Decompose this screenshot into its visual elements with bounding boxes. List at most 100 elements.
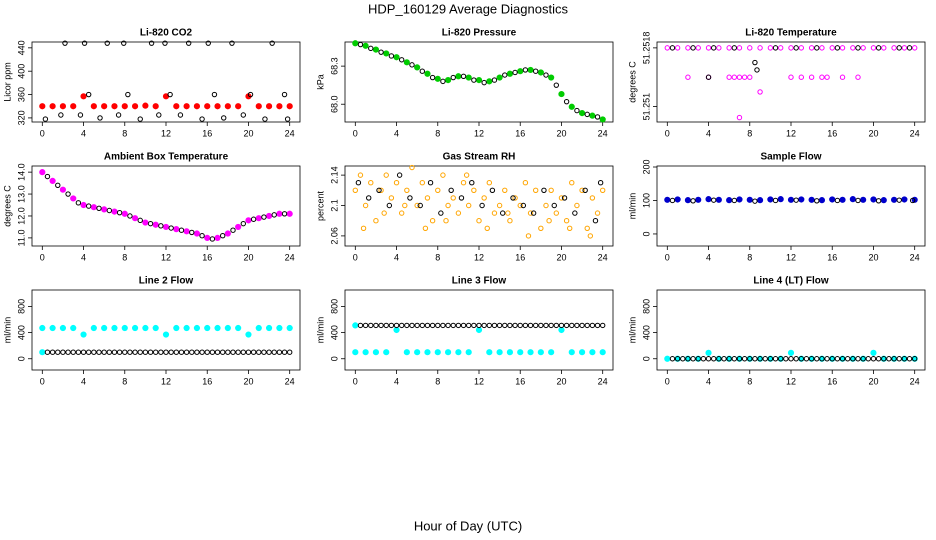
point [62,40,68,46]
plot-frame [656,289,926,371]
point [116,209,123,216]
point [378,49,384,55]
y-tick-label: 320 [16,110,26,125]
point [731,45,738,51]
point [383,322,389,329]
point [870,45,877,51]
point [563,98,570,105]
point [106,349,113,355]
x-tick-label: 12 [786,252,796,262]
point [517,202,523,209]
point [548,187,554,194]
point [512,195,518,201]
x-tick-label: 12 [786,128,796,138]
point [49,349,56,355]
plot-frame [31,289,301,371]
point [429,322,436,329]
point [906,45,913,51]
point [362,322,369,329]
point [414,349,421,356]
point [104,40,110,46]
plot-frame [656,41,926,123]
point [471,187,477,194]
point [185,40,192,46]
point [214,234,221,241]
point [819,74,825,80]
point [419,180,426,186]
y-tick-label: 360 [16,87,26,102]
point [669,356,676,362]
point [726,356,732,362]
y-tick-label: 0 [329,356,339,361]
x-tick-label: 20 [868,252,878,262]
point [584,322,590,329]
point [599,187,606,194]
point [204,234,211,241]
x-tick-label: 4 [394,252,399,262]
point [111,208,118,215]
point [250,216,257,222]
point [281,91,288,98]
point [214,324,221,332]
point [465,74,472,81]
point [787,349,795,356]
point [419,322,426,329]
point [522,180,529,186]
point [589,195,596,201]
point [65,191,71,197]
point [284,116,291,122]
point [808,74,815,80]
point [798,74,805,80]
point [398,210,405,216]
point [403,349,410,356]
point [357,41,364,48]
x-tick-label: 16 [202,128,212,138]
point [424,322,431,329]
point [39,103,46,110]
point [829,196,836,203]
point [911,45,918,51]
point [80,93,87,100]
point [587,233,594,239]
point [152,221,159,228]
point [777,45,784,51]
x-tick-label: 20 [868,376,878,386]
y-axis-label: kPa [315,74,325,90]
point [209,349,216,355]
point [481,79,487,86]
point [111,324,118,332]
point [70,195,77,202]
point [798,45,805,51]
point [553,82,560,88]
point [896,356,902,362]
point [475,76,483,84]
point [757,89,763,95]
point [435,187,441,194]
point [808,196,815,203]
point [890,196,898,203]
point [58,112,64,118]
point [276,210,283,217]
point [173,349,180,355]
point [460,180,467,186]
point [80,201,87,209]
point [378,322,384,329]
point [788,74,794,80]
point [834,356,841,362]
y-tick-label: 2.1 [329,199,339,212]
x-tick-label: 8 [435,128,440,138]
x-tick-label: 8 [747,128,752,138]
point [532,187,539,194]
point [527,210,534,216]
x-tick-label: 24 [285,128,295,138]
point [460,73,467,79]
point [767,356,774,362]
point [245,349,252,355]
point [168,225,174,231]
x-tick-label: 0 [40,128,45,138]
point [505,210,511,216]
point [839,74,846,80]
point [90,204,97,211]
point [225,349,231,355]
point [798,356,805,362]
